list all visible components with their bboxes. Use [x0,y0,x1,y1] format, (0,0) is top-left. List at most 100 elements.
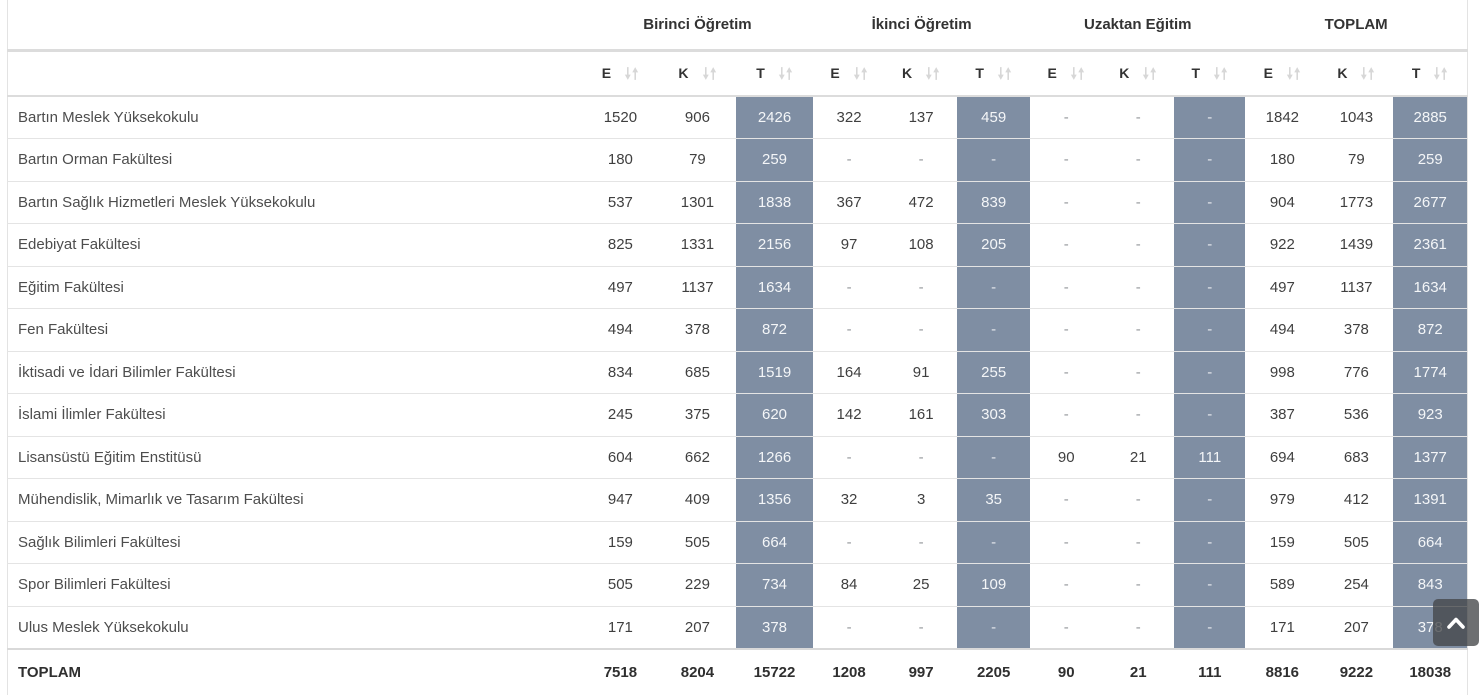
value-cell: 171 [1245,606,1320,649]
total-value-cell: - [957,308,1031,352]
total-value-cell: 259 [735,138,814,182]
value-cell: 84 [813,563,886,607]
value-cell: 685 [658,351,736,394]
column-header-e-group1[interactable]: E [581,50,659,97]
table-row: Fen Fakültesi 494 378 872- - - - - -494 378 872 [7,308,1468,352]
faculty-name-cell: Mühendislik, Mimarlık ve Tasarım Fakülte… [7,478,582,522]
value-cell: 825 [581,223,659,267]
column-header-k-group1[interactable]: K [658,50,736,97]
value-cell: - [1030,266,1103,309]
value-cell: 409 [658,478,736,522]
group-header-uzaktan-egitim: Uzaktan Eğitim [1030,0,1246,52]
table-row: İslami İlimler Fakültesi 245 375 620 142 161 3… [7,393,1468,437]
value-cell: - [885,138,958,182]
value-cell: 378 [658,308,736,352]
scroll-to-top-button[interactable] [1433,599,1479,646]
sort-icon [1142,66,1157,81]
total-value-cell: 109 [957,563,1031,607]
faculty-name-cell: İktisadi ve İdari Bilimler Fakültesi [7,351,582,394]
column-header-label: T [975,65,984,82]
value-cell: 412 [1319,478,1394,522]
column-header-name[interactable] [7,50,582,97]
total-value-cell: - [957,521,1031,564]
value-cell: - [1102,138,1175,182]
footer-value-cell: 8816 [1245,647,1320,695]
value-cell: 378 [1319,308,1394,352]
footer-value-cell: 2205 [957,647,1031,695]
total-value-cell: - [1174,478,1246,522]
value-cell: 776 [1319,351,1394,394]
enrollment-table: Birinci Öğretim İkinci Öğretim Uzaktan E… [7,0,1468,695]
total-value-cell: 1838 [735,181,814,224]
footer-value-cell: 111 [1174,647,1246,695]
value-cell: 159 [581,521,659,564]
column-header-k-group3[interactable]: K [1102,50,1175,97]
table-row: Bartın Meslek Yüksekokulu 1520 906 2426 322 1… [7,96,1468,139]
value-cell: - [813,266,886,309]
value-cell: 694 [1245,436,1320,479]
column-header-e-group3[interactable]: E [1030,50,1103,97]
column-header-e-group4[interactable]: E [1245,50,1320,97]
faculty-name-cell: Spor Bilimleri Fakültesi [7,563,582,607]
total-value-cell: 1634 [735,266,814,309]
value-cell: 1137 [1319,266,1394,309]
total-value-cell: 872 [1393,308,1468,352]
value-cell: 1773 [1319,181,1394,224]
total-value-cell: 664 [735,521,814,564]
footer-label-cell: TOPLAM [7,647,582,695]
total-value-cell: 255 [957,351,1031,394]
total-value-cell: 1774 [1393,351,1468,394]
sort-icon [1433,66,1448,81]
column-header-label: K [1337,65,1348,82]
value-cell: 922 [1245,223,1320,267]
total-value-cell: 2156 [735,223,814,267]
column-header-k-group4[interactable]: K [1319,50,1394,97]
table-row: Sağlık Bilimleri Fakültesi 159 505 664- - - - -… [7,521,1468,564]
sort-icon [1360,66,1375,81]
sort-icon [1070,66,1085,81]
column-header-k-group2[interactable]: K [885,50,958,97]
total-value-cell: - [1174,351,1246,394]
column-header-t-group4[interactable]: T [1393,50,1468,97]
value-cell: 108 [885,223,958,267]
column-header-label: E [830,65,840,82]
total-value-cell: 620 [735,393,814,437]
value-cell: 91 [885,351,958,394]
value-cell: 1137 [658,266,736,309]
table-row: Bartın Sağlık Hizmetleri Meslek Yüksekok… [7,181,1468,224]
column-header-label: K [902,65,913,82]
column-header-e-group2[interactable]: E [813,50,886,97]
value-cell: 998 [1245,351,1320,394]
total-value-cell: 1266 [735,436,814,479]
value-cell: - [813,138,886,182]
total-value-cell: 1634 [1393,266,1468,309]
value-cell: 375 [658,393,736,437]
footer-value-cell: 18038 [1393,647,1468,695]
value-cell: - [813,308,886,352]
group-header-row: Birinci Öğretim İkinci Öğretim Uzaktan E… [7,0,1468,52]
value-cell: - [1102,308,1175,352]
column-header-t-group3[interactable]: T [1174,50,1246,97]
value-cell: 3 [885,478,958,522]
value-cell: 904 [1245,181,1320,224]
faculty-name-cell: İslami İlimler Fakültesi [7,393,582,437]
column-header-t-group1[interactable]: T [735,50,814,97]
group-header-empty [7,0,582,52]
total-value-cell: 2677 [1393,181,1468,224]
value-cell: 1331 [658,223,736,267]
value-cell: - [1030,521,1103,564]
total-value-cell: - [957,266,1031,309]
sort-icon [702,66,717,81]
total-value-cell: - [1174,393,1246,437]
column-header-t-group2[interactable]: T [957,50,1031,97]
value-cell: - [813,606,886,649]
value-cell: - [885,521,958,564]
value-cell: 229 [658,563,736,607]
value-cell: - [1030,308,1103,352]
chevron-up-icon [1443,610,1469,636]
total-value-cell: 303 [957,393,1031,437]
faculty-name-cell: Bartın Meslek Yüksekokulu [7,96,582,139]
value-cell: 25 [885,563,958,607]
total-value-cell: - [1174,181,1246,224]
total-value-cell: 459 [957,96,1031,139]
